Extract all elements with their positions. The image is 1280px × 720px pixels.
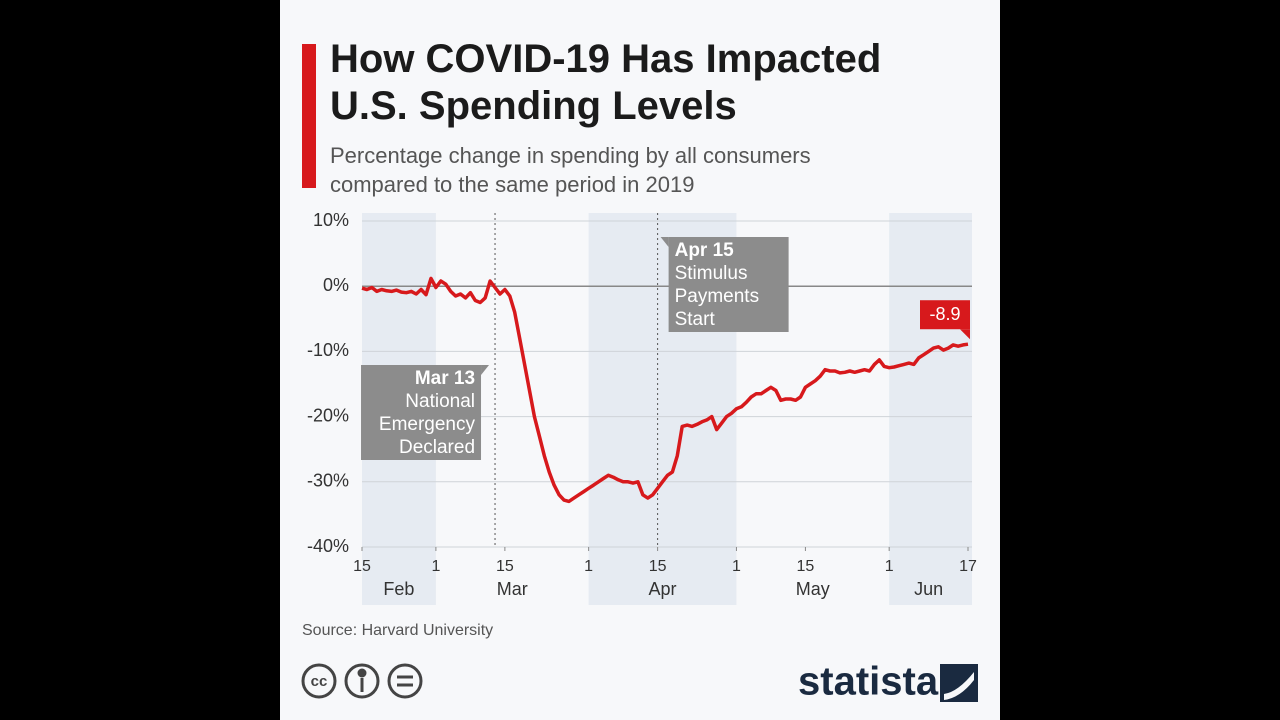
x-tick-label: 15 [496, 558, 514, 575]
license-text: cc [311, 673, 328, 690]
y-tick-label: 0% [323, 275, 349, 295]
x-tick-label: 1 [885, 558, 894, 575]
month-band [889, 213, 972, 605]
annotation-text: Declared [399, 437, 475, 458]
title-accent [302, 44, 316, 188]
brand-icon [940, 664, 978, 702]
annotation-text: Payments [675, 286, 759, 307]
chart-title: How COVID-19 Has Impacted U.S. Spending … [330, 37, 882, 128]
annotation-box [361, 365, 482, 460]
y-tick-label: -20% [307, 405, 349, 425]
annotation-heading: Mar 13 [415, 368, 475, 389]
y-tick-label: -10% [307, 340, 349, 360]
x-tick-label: 1 [584, 558, 593, 575]
series-line [361, 276, 969, 504]
brand: statista [798, 660, 939, 704]
month-label: Feb [383, 579, 414, 599]
brand-icon-wave [944, 672, 974, 700]
x-tick-label: 15 [797, 558, 815, 575]
x-tick-label: 15 [353, 558, 371, 575]
y-tick-label: -40% [307, 536, 349, 556]
month-label: Mar [497, 579, 528, 599]
annotation-text: Emergency [379, 414, 476, 435]
annotation-pointer [481, 365, 490, 375]
end-label-pointer [960, 329, 970, 340]
x-tick-label: 17 [959, 558, 977, 575]
month-label: Apr [649, 579, 677, 599]
annotation-text: Start [675, 309, 716, 330]
annotation-box [668, 237, 789, 332]
y-tick-label: 10% [313, 210, 349, 230]
license-icons [301, 663, 423, 699]
end-label-box [920, 300, 970, 330]
end-label: -8.9 [929, 304, 960, 324]
x-tick-label: 1 [431, 558, 440, 575]
annotation-text: National [405, 391, 475, 412]
annotation-heading: Apr 15 [675, 240, 735, 261]
chart-subtitle: Percentage change in spending by all con… [330, 143, 811, 197]
month-label: Jun [914, 579, 943, 599]
x-tick-label: 15 [649, 558, 667, 575]
source: Source: Harvard University [302, 622, 493, 639]
annotation-pointer [660, 237, 669, 247]
x-tick-label: 1 [732, 558, 741, 575]
month-label: May [796, 579, 830, 599]
y-tick-label: -30% [307, 471, 349, 491]
annotation-text: Stimulus [675, 263, 748, 284]
